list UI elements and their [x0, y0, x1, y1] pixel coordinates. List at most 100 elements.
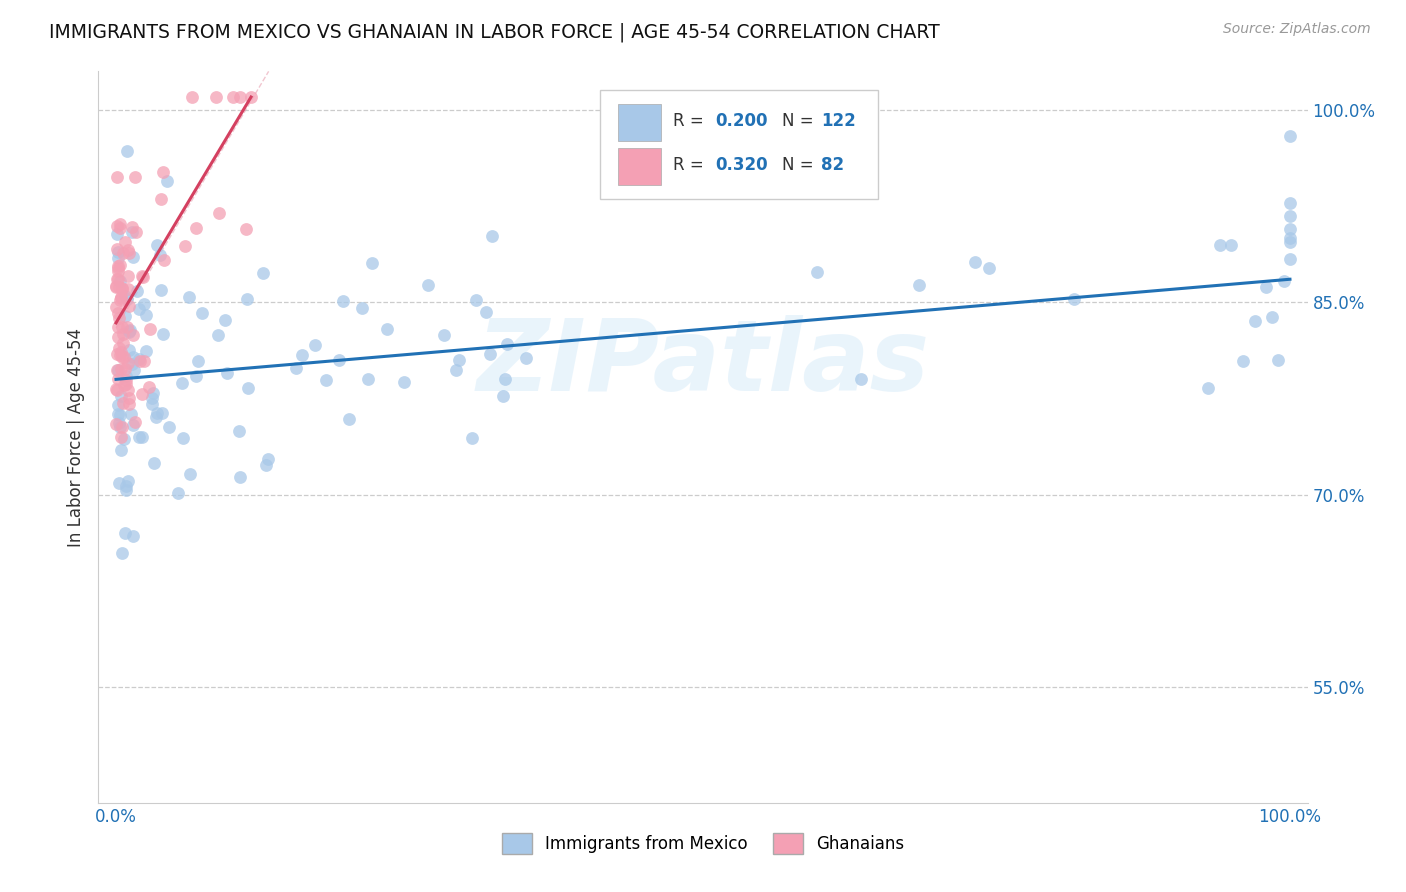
- Point: [114, 526, 136, 541]
- Point: [108, 258, 131, 272]
- Point: [135, 308, 157, 322]
- Point: [107, 398, 129, 412]
- Point: [444, 363, 467, 377]
- Point: [474, 305, 496, 319]
- Point: [965, 254, 987, 268]
- Point: [433, 328, 456, 343]
- Point: [167, 485, 190, 500]
- Point: [184, 221, 207, 235]
- Point: [118, 396, 141, 410]
- Point: [107, 305, 129, 319]
- Point: [361, 256, 384, 270]
- Point: [112, 350, 135, 364]
- Point: [129, 354, 152, 368]
- Point: [108, 341, 131, 355]
- Point: [107, 371, 129, 385]
- Point: [114, 289, 136, 303]
- Point: [494, 372, 516, 386]
- Point: [114, 479, 136, 493]
- Point: [229, 90, 252, 104]
- Point: [107, 310, 129, 325]
- Point: [907, 277, 929, 292]
- Point: [252, 266, 274, 280]
- Point: [111, 350, 134, 364]
- Point: [111, 281, 134, 295]
- Point: [105, 417, 128, 431]
- FancyBboxPatch shape: [619, 104, 661, 141]
- Point: [156, 174, 179, 188]
- Point: [114, 362, 136, 376]
- Point: [132, 353, 155, 368]
- Point: [142, 386, 165, 401]
- Point: [117, 269, 139, 284]
- Point: [107, 272, 129, 286]
- Point: [107, 259, 129, 273]
- Point: [122, 363, 145, 377]
- Point: [204, 90, 226, 104]
- Point: [492, 389, 515, 403]
- Point: [394, 375, 416, 389]
- Point: [110, 443, 132, 458]
- Point: [229, 470, 252, 484]
- Point: [111, 319, 134, 334]
- Point: [464, 293, 486, 307]
- Point: [131, 387, 153, 401]
- Point: [496, 337, 519, 351]
- Point: [112, 327, 135, 342]
- Point: [107, 260, 129, 275]
- Point: [115, 144, 138, 158]
- Point: [179, 290, 201, 304]
- Point: [105, 384, 128, 398]
- Point: [849, 372, 872, 386]
- Point: [121, 357, 143, 371]
- Point: [131, 268, 153, 283]
- Point: [122, 328, 145, 343]
- Point: [143, 456, 166, 470]
- Point: [138, 322, 160, 336]
- Point: [120, 407, 142, 421]
- Point: [110, 290, 132, 304]
- Point: [339, 412, 361, 426]
- Point: [1278, 222, 1301, 236]
- Point: [122, 350, 145, 364]
- Point: [315, 373, 337, 387]
- Point: [115, 292, 138, 306]
- Point: [172, 431, 194, 445]
- Point: [111, 420, 134, 434]
- Point: [105, 219, 128, 233]
- Point: [179, 467, 201, 481]
- Point: [108, 293, 131, 307]
- Point: [115, 376, 138, 391]
- Point: [174, 239, 197, 253]
- Point: [107, 476, 129, 491]
- Point: [112, 378, 135, 392]
- Text: R =: R =: [672, 156, 709, 174]
- Text: ZIPatlas: ZIPatlas: [477, 316, 929, 412]
- Point: [235, 222, 257, 236]
- Point: [1256, 280, 1278, 294]
- Text: 0.200: 0.200: [716, 112, 768, 130]
- Point: [1197, 381, 1219, 395]
- Point: [110, 409, 132, 423]
- Point: [141, 396, 163, 410]
- Point: [110, 274, 132, 288]
- Text: 122: 122: [821, 112, 856, 130]
- Point: [357, 372, 380, 386]
- Point: [228, 424, 250, 438]
- Point: [214, 312, 236, 326]
- Point: [111, 546, 134, 560]
- Point: [122, 418, 145, 433]
- Point: [215, 366, 238, 380]
- Text: R =: R =: [672, 112, 709, 130]
- Point: [108, 416, 131, 430]
- Point: [108, 279, 131, 293]
- Point: [117, 383, 139, 397]
- Point: [138, 380, 160, 394]
- Point: [121, 225, 143, 239]
- Point: [112, 336, 135, 351]
- Point: [481, 229, 503, 244]
- Point: [350, 301, 373, 315]
- Point: [105, 271, 128, 285]
- Point: [332, 294, 354, 309]
- Point: [105, 242, 128, 256]
